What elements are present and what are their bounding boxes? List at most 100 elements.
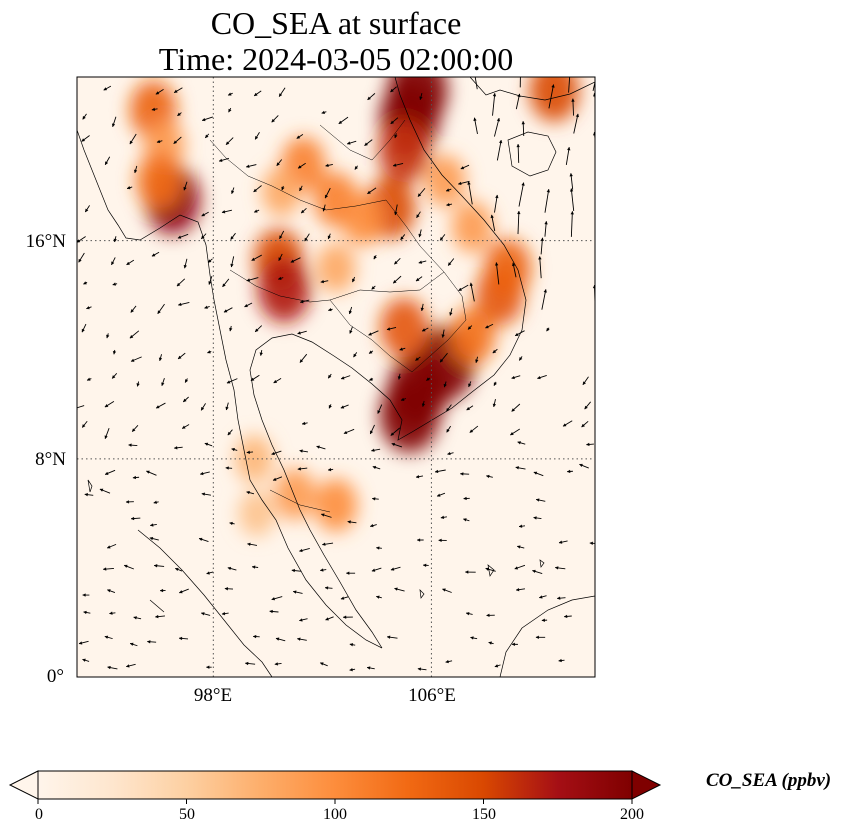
- wind-arrow: [272, 476, 283, 481]
- wind-arrow: [517, 441, 526, 445]
- co-plume-21: [379, 377, 440, 453]
- wind-arrow: [297, 330, 307, 335]
- wind-arrow: [518, 182, 525, 207]
- wind-arrow: [207, 350, 212, 354]
- wind-arrow: [397, 373, 402, 380]
- wind-arrow: [417, 187, 426, 197]
- wind-arrow: [81, 420, 88, 428]
- wind-arrow: [420, 303, 424, 312]
- wind-arrow: [221, 209, 232, 214]
- wind-arrow: [426, 377, 431, 381]
- wind-arrow: [277, 276, 284, 280]
- wind-arrow: [82, 593, 90, 597]
- wind-arrow: [340, 596, 349, 600]
- wind-arrow: [251, 565, 259, 569]
- wind-arrow: [184, 378, 189, 383]
- wind-arrow: [208, 275, 213, 285]
- wind-arrow: [325, 616, 334, 621]
- wind-arrow: [354, 165, 359, 170]
- wind-arrow: [181, 424, 190, 429]
- wind-arrow: [415, 474, 424, 479]
- wind-arrow: [178, 636, 189, 641]
- wind-arrow: [592, 80, 595, 91]
- wind-arrow: [84, 492, 94, 497]
- wind-arrow: [394, 587, 405, 592]
- wind-arrow: [130, 305, 137, 313]
- wind-arrow: [176, 278, 186, 287]
- wind-arrow: [299, 548, 310, 553]
- wind-arrow: [366, 666, 375, 670]
- wind-arrow: [584, 401, 591, 410]
- colorbar-gradient: [38, 771, 632, 799]
- wind-arrow: [511, 375, 521, 380]
- wind-arrow: [112, 282, 118, 286]
- wind-arrow: [78, 640, 89, 645]
- wind-arrow: [291, 568, 302, 573]
- wind-arrow: [275, 637, 286, 642]
- wind-arrow: [246, 490, 255, 495]
- wind-arrow: [278, 253, 283, 262]
- wind-arrow: [227, 92, 233, 96]
- wind-arrow: [279, 230, 285, 240]
- wind-arrow: [386, 326, 397, 331]
- wind-arrow: [415, 356, 421, 361]
- colorbar-tick-100: 100: [323, 806, 347, 823]
- wind-arrow: [321, 542, 334, 546]
- wind-arrow: [327, 233, 331, 240]
- wind-arrow: [182, 396, 189, 403]
- wind-arrow: [129, 642, 138, 647]
- wind-arrow: [440, 515, 447, 519]
- wind-arrow: [128, 443, 138, 447]
- wind-arrow: [353, 352, 358, 358]
- wind-arrow: [541, 618, 548, 622]
- wind-arrow: [493, 117, 501, 137]
- wind-arrow: [496, 139, 503, 161]
- wind-arrow: [252, 634, 260, 639]
- wind-arrow: [537, 374, 547, 380]
- wind-arrow: [345, 571, 356, 575]
- colorbar-over-arrow: [631, 770, 662, 800]
- wind-arrow: [111, 373, 118, 379]
- wind-arrow: [535, 498, 546, 502]
- wind-arrow: [299, 353, 308, 363]
- wind-arrow: [228, 107, 232, 113]
- wind-arrow: [475, 356, 479, 364]
- wind-arrow: [416, 211, 421, 219]
- wind-arrow: [447, 451, 454, 456]
- wind-arrow: [352, 276, 356, 283]
- wind-arrow: [146, 640, 157, 644]
- wind-arrow: [130, 516, 141, 521]
- map-subtitle-time: Time: 2024-03-05 02:00:00: [158, 41, 514, 77]
- wind-arrow: [349, 667, 356, 672]
- wind-arrow: [485, 567, 496, 572]
- wind-arrow: [253, 209, 260, 213]
- wind-arrow: [273, 378, 282, 384]
- wind-arrow: [516, 143, 520, 163]
- wind-arrow: [229, 521, 235, 526]
- wind-arrow: [244, 661, 256, 666]
- wind-arrow: [441, 329, 445, 338]
- wind-arrow: [514, 330, 525, 337]
- co-plume-27: [314, 478, 358, 532]
- wind-arrow: [367, 187, 377, 195]
- wind-arrow: [177, 301, 190, 306]
- wind-arrow: [125, 500, 134, 504]
- wind-arrow: [183, 258, 188, 269]
- wind-arrow: [371, 285, 376, 290]
- wind-arrow: [300, 207, 307, 214]
- wind-arrow: [109, 611, 116, 615]
- wind-arrow: [460, 472, 470, 476]
- wind-arrow: [348, 306, 353, 315]
- wind-arrow: [470, 636, 478, 640]
- wind-arrow: [328, 307, 333, 312]
- wind-arrow: [159, 588, 166, 593]
- wind-arrow: [511, 642, 518, 647]
- wind-arrow: [458, 284, 469, 292]
- wind-arrow: [488, 641, 494, 645]
- wind-arrow: [558, 540, 568, 544]
- wind-arrow: [369, 424, 375, 435]
- wind-arrow: [132, 475, 140, 480]
- lat-label-0: 0°: [46, 666, 64, 687]
- wind-arrow: [278, 87, 286, 97]
- wind-arrow: [469, 282, 475, 302]
